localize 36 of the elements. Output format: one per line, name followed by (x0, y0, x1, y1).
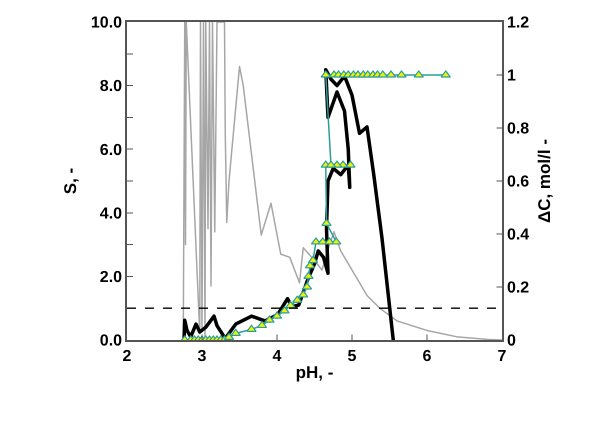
point (292, 296, 302, 303)
x-tick-label: 7 (498, 348, 507, 365)
y2-tick-label: 0.6 (506, 174, 530, 191)
y-tick-label: 0.0 (100, 332, 122, 350)
y-axis-title: S, - (60, 168, 80, 194)
y-tick-label: 8.0 (100, 78, 122, 96)
point (308, 256, 318, 264)
point (440, 70, 451, 78)
point (256, 320, 268, 328)
x-tick-label: 5 (348, 348, 357, 365)
x-tick-label: 3 (198, 348, 207, 365)
y-tick-label: 4.0 (100, 205, 122, 222)
y2-axis-title: ΔC, mol/l - (535, 139, 554, 223)
point (378, 70, 388, 78)
y-tick-label: 2.0 (100, 269, 122, 286)
y2-tick-label: 0.4 (506, 226, 530, 244)
point (386, 70, 396, 78)
point (331, 237, 342, 245)
point (302, 282, 312, 290)
point (396, 70, 407, 78)
y2-tick-label: 0.2 (506, 280, 530, 297)
x-tick-label: 4 (272, 348, 282, 365)
x-tick-label: 6 (422, 348, 432, 365)
point (285, 300, 296, 308)
point (414, 70, 424, 78)
point (298, 290, 308, 298)
y-tick-label: 6.0 (100, 142, 122, 159)
x-tick-label: 2 (122, 348, 132, 365)
y2-tick-label: 1.2 (506, 14, 530, 32)
y-tick-label: 10.0 (90, 14, 122, 32)
y2-tick-label: 0.8 (506, 120, 530, 138)
y2-tick-label: 0 (506, 332, 516, 350)
point (320, 70, 331, 78)
point (230, 328, 241, 336)
y2-tick-label: 1 (506, 68, 516, 85)
x-axis-title: pH, - (296, 362, 334, 382)
